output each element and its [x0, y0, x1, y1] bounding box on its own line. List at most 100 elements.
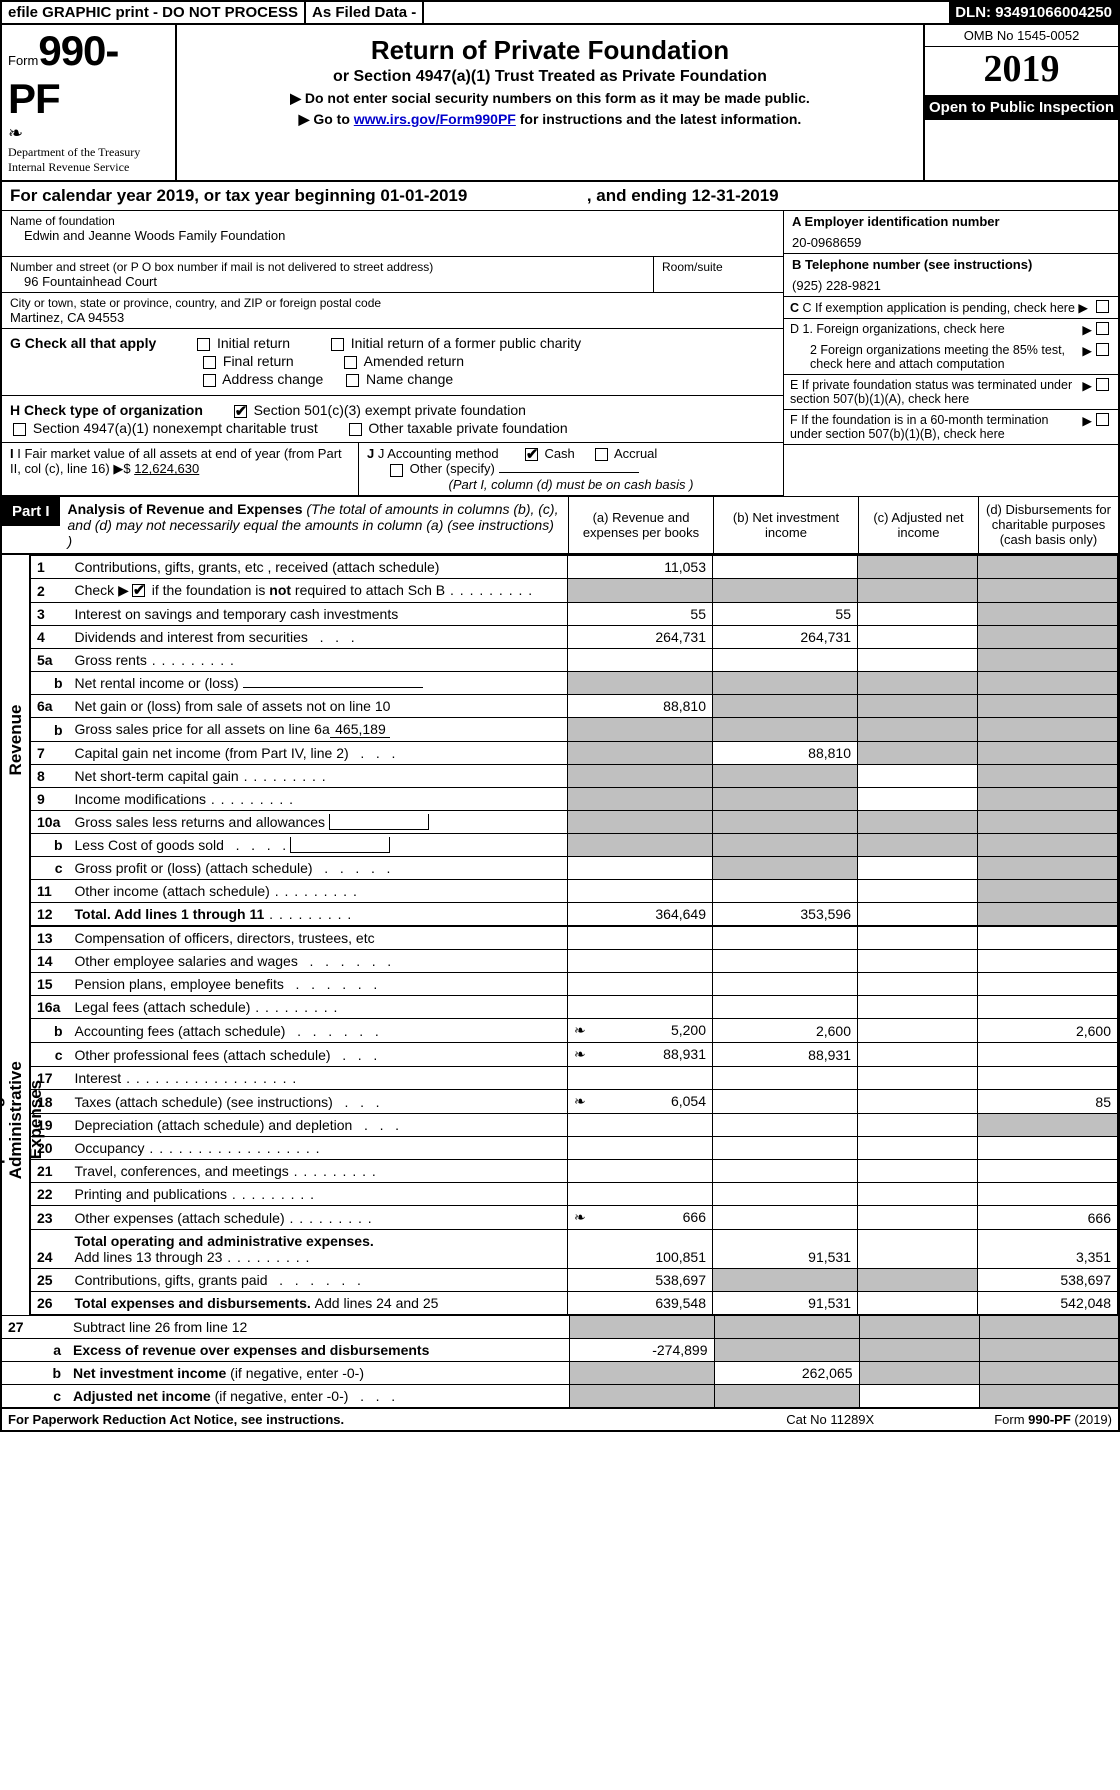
- r26-d2: Add lines 24 and 25: [315, 1295, 439, 1311]
- dln-value: 93491066004250: [995, 4, 1112, 21]
- r11-d: Other income (attach schedule): [75, 883, 270, 899]
- dln: DLN: 93491066004250: [949, 2, 1118, 23]
- r24-d2: Add lines 13 through 23: [75, 1249, 223, 1265]
- g6-label: Name change: [366, 371, 453, 387]
- row-4: 4Dividends and interest from securities …: [31, 625, 1118, 648]
- r5a-d: Gross rents: [75, 652, 147, 668]
- ein-value: 20-0968659: [792, 229, 1110, 250]
- r21-d: Travel, conferences, and meetings: [75, 1163, 289, 1179]
- row-1: 1Contributions, gifts, grants, etc , rec…: [31, 555, 1118, 578]
- attachment-icon[interactable]: ❧: [574, 1046, 586, 1063]
- as-filed: As Filed Data -: [306, 2, 424, 23]
- row-21: 21Travel, conferences, and meetings: [31, 1159, 1118, 1182]
- room-cell: Room/suite: [653, 257, 783, 293]
- r10b-d: Less Cost of goods sold: [75, 837, 224, 853]
- row-23: 23Other expenses (attach schedule)❧66666…: [31, 1205, 1118, 1229]
- row-18: 18Taxes (attach schedule) (see instructi…: [31, 1089, 1118, 1113]
- street-label: Number and street (or P O box number if …: [10, 260, 645, 274]
- checkbox-cash[interactable]: [525, 448, 538, 461]
- j-note: (Part I, column (d) must be on cash basi…: [367, 477, 775, 492]
- row-12: 12Total. Add lines 1 through 11364,64935…: [31, 902, 1118, 925]
- form-word: Form: [8, 53, 38, 68]
- calendar-year-row: For calendar year 2019, or tax year begi…: [0, 182, 1120, 211]
- note2-pre: ▶ Go to: [299, 111, 354, 127]
- summary-table: 27Subtract line 26 from line 12 aExcess …: [0, 1315, 1120, 1408]
- col-b-head: (b) Net investment income: [713, 497, 858, 553]
- r18-d: Taxes (attach schedule) (see instruction…: [75, 1094, 333, 1110]
- irs-link[interactable]: www.irs.gov/Form990PF: [354, 111, 516, 127]
- d2-label: 2 Foreign organizations meeting the 85% …: [790, 343, 1082, 371]
- g4-label: Amended return: [364, 353, 464, 369]
- row-10b: bLess Cost of goods sold . . . .: [31, 833, 1118, 856]
- row-11: 11Other income (attach schedule): [31, 879, 1118, 902]
- checkbox-d1[interactable]: [1096, 322, 1109, 335]
- r15-d: Pension plans, employee benefits: [75, 976, 284, 992]
- checkbox-other-method[interactable]: [390, 464, 403, 477]
- i-cell: I I Fair market value of all assets at e…: [2, 443, 359, 494]
- checkbox-c[interactable]: [1096, 300, 1109, 313]
- r2-post: if the foundation is: [148, 582, 269, 598]
- row-14: 14Other employee salaries and wages . . …: [31, 949, 1118, 972]
- r6b-inline: 465,189: [330, 721, 390, 738]
- c-label: C If exemption application is pending, c…: [803, 301, 1075, 315]
- r9-d: Income modifications: [75, 791, 207, 807]
- row-13: 13Compensation of officers, directors, t…: [31, 926, 1118, 949]
- r4-d: Dividends and interest from securities: [75, 629, 308, 645]
- row-27c: cAdjusted net income (if negative, enter…: [1, 1384, 1119, 1407]
- col-c-head: (c) Adjusted net income: [858, 497, 978, 553]
- r23-a: 666: [683, 1209, 706, 1225]
- checkbox-d2[interactable]: [1096, 343, 1109, 356]
- row-19: 19Depreciation (attach schedule) and dep…: [31, 1113, 1118, 1136]
- checkbox-initial-return[interactable]: [197, 338, 210, 351]
- r20-d: Occupancy: [75, 1140, 145, 1156]
- footer-right: Form 990-PF (2019): [994, 1412, 1112, 1427]
- checkbox-501c3[interactable]: [234, 405, 247, 418]
- room-label: Room/suite: [662, 260, 775, 274]
- r12-d: Total. Add lines 1 through 11: [75, 906, 265, 922]
- checkbox-e[interactable]: [1096, 378, 1109, 391]
- f-row: F If the foundation is in a 60-month ter…: [784, 410, 1118, 445]
- checkbox-amended-return[interactable]: [344, 356, 357, 369]
- r7-d: Capital gain net income (from Part IV, l…: [75, 745, 349, 761]
- attachment-icon[interactable]: ❧: [574, 1093, 586, 1110]
- form-subtitle: or Section 4947(a)(1) Trust Treated as P…: [187, 68, 913, 86]
- r22-d: Printing and publications: [75, 1186, 228, 1202]
- part1-desc: Analysis of Revenue and Expenses (The to…: [60, 497, 568, 553]
- expenses-section: Operating and Administrative Expenses 13…: [0, 926, 1120, 1315]
- r10c-d: Gross profit or (loss) (attach schedule): [75, 860, 313, 876]
- row-16a: 16aLegal fees (attach schedule): [31, 995, 1118, 1018]
- city-value: Martinez, CA 94553: [10, 310, 775, 325]
- checkbox-address-change[interactable]: [203, 374, 216, 387]
- i-value: 12,624,630: [134, 461, 199, 476]
- r23-d: Other expenses (attach schedule): [75, 1210, 285, 1226]
- col-a-head: (a) Revenue and expenses per books: [568, 497, 713, 553]
- row-17: 17Interest: [31, 1066, 1118, 1089]
- r14-d: Other employee salaries and wages: [75, 953, 298, 969]
- phone-value: (925) 228-9821: [792, 272, 1110, 293]
- checkbox-other-taxable[interactable]: [349, 423, 362, 436]
- row-10a: 10aGross sales less returns and allowanc…: [31, 810, 1118, 833]
- checkbox-f[interactable]: [1096, 413, 1109, 426]
- attachment-icon[interactable]: ❧: [574, 1209, 586, 1226]
- row-6a: 6aNet gain or (loss) from sale of assets…: [31, 694, 1118, 717]
- e-label: E If private foundation status was termi…: [790, 378, 1082, 406]
- dln-label: DLN:: [955, 4, 991, 21]
- revenue-section: Revenue 1Contributions, gifts, grants, e…: [0, 555, 1120, 926]
- checkbox-accrual[interactable]: [595, 448, 608, 461]
- r27c-d2: (if negative, enter -0-): [211, 1388, 349, 1404]
- checkbox-4947a1[interactable]: [13, 423, 26, 436]
- form-note-2: ▶ Go to www.irs.gov/Form990PF for instru…: [187, 111, 913, 128]
- ij-row: I I Fair market value of all assets at e…: [2, 443, 783, 495]
- treasury-1: Department of the Treasury: [8, 146, 169, 159]
- checkbox-final-return[interactable]: [203, 356, 216, 369]
- checkbox-initial-former[interactable]: [331, 338, 344, 351]
- i-arrow: ▶$: [113, 461, 130, 476]
- checkbox-name-change[interactable]: [346, 374, 359, 387]
- g2-label: Initial return of a former public charit…: [351, 335, 581, 351]
- efile-notice: efile GRAPHIC print - DO NOT PROCESS: [2, 2, 306, 23]
- attachment-icon[interactable]: ❧: [574, 1022, 586, 1039]
- form-header: Form990-PF ❧ Department of the Treasury …: [0, 25, 1120, 182]
- checkbox-sch-b[interactable]: [132, 584, 145, 597]
- row-2: 2Check ▶ if the foundation is not requir…: [31, 578, 1118, 602]
- info-left: Name of foundation Edwin and Jeanne Wood…: [2, 211, 783, 495]
